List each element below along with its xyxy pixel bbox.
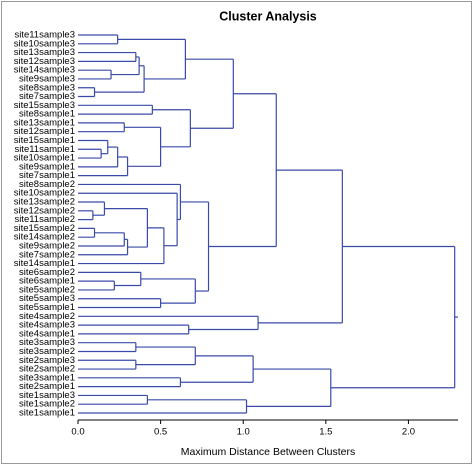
leaf-label: site2sample3 [19,355,75,366]
leaf-label: site15sample3 [14,100,75,111]
leaf-label: site4sample3 [19,320,75,331]
leaf-label: site14sample2 [14,232,75,243]
leaf-label: site6sample2 [19,267,75,278]
leaf-label: site7sample1 [19,170,75,181]
x-axis-label: Maximum Distance Between Clusters [181,446,355,458]
leaf-label: site5sample2 [19,284,75,295]
leaf-label: site11sample2 [14,214,75,225]
leaf-label: site13sample2 [14,197,75,208]
leaf-label: site7sample3 [19,91,75,102]
leaf-label: site13sample1 [14,117,75,128]
x-tick-label: 0.0 [71,427,84,438]
leaf-label: site14sample3 [14,65,75,76]
leaf-label: site9sample2 [19,240,75,251]
x-tick-label: 1.0 [237,427,250,438]
leaf-label: site3sample3 [19,337,75,348]
leaf-label: site8sample2 [19,179,75,190]
x-tick-label: 0.5 [154,427,167,438]
leaf-label: site14sample1 [14,258,75,269]
leaf-label: site8sample3 [19,82,75,93]
leaf-label: site12sample1 [14,126,75,137]
chart-title: Cluster Analysis [219,9,317,23]
leaf-label: site6sample1 [19,276,75,287]
leaf-label: site11sample3 [14,30,75,41]
leaf-label: site15sample1 [14,135,75,146]
leaf-label: site1sample3 [19,390,75,401]
leaf-label: site13sample3 [14,47,75,58]
leaf-label: site15sample2 [14,223,75,234]
leaf-label: site3sample2 [19,346,75,357]
leaf-label: site3sample1 [19,372,75,383]
leaf-label: site7sample2 [19,249,75,260]
leaf-label: site12sample3 [14,56,75,67]
leaf-label: site10sample3 [14,38,75,49]
leaf-label: site2sample2 [19,364,75,375]
leaf-label: site1sample1 [19,408,75,419]
leaf-label: site10sample2 [14,188,75,199]
leaf-label: site9sample3 [19,73,75,84]
leaf-label: site5sample1 [19,302,75,313]
leaf-label: site8sample1 [19,109,75,120]
leaf-label: site5sample3 [19,293,75,304]
leaf-label: site2sample1 [19,381,75,392]
leaf-label: site10sample1 [14,153,75,164]
leaf-label: site9sample1 [19,161,75,172]
leaf-label: site11sample1 [14,144,75,155]
x-tick-label: 1.5 [319,427,332,438]
leaf-label: site4sample1 [19,328,75,339]
leaf-label: site1sample2 [19,399,75,410]
x-tick-label: 2.0 [402,427,415,438]
leaf-label: site4sample2 [19,311,75,322]
leaf-label: site12sample2 [14,205,75,216]
